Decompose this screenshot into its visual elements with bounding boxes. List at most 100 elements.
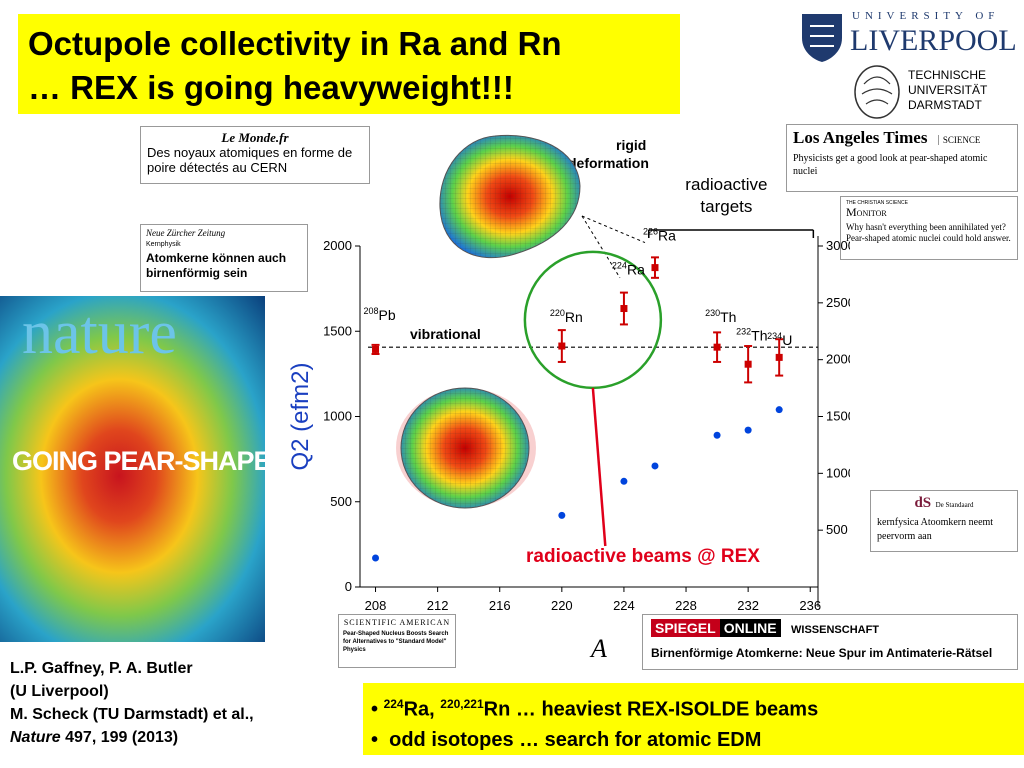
isotope-element: Th — [751, 327, 767, 343]
q3-data-point — [744, 360, 752, 368]
spiegel-clipping: SPIEGEL ONLINE WISSENSCHAFT Birnenförmige… — [642, 614, 1018, 670]
vibrational-shape-grid — [401, 388, 529, 508]
connector-226ra — [581, 215, 646, 244]
x-tick-label: 232 — [737, 598, 759, 613]
csmonitor-logo: Monitor — [846, 205, 887, 219]
x-tick-label: 220 — [551, 598, 573, 613]
isotope-mass: 230 — [705, 308, 720, 318]
reference-line-3: M. Scheck (TU Darmstadt) et al., — [10, 706, 254, 723]
standaard-logo-small: De Standaard — [935, 501, 974, 509]
bullet-1-text-2: Rn … heaviest REX-ISOLDE beams — [483, 698, 819, 721]
lemonde-logo: Le Monde.fr — [221, 130, 289, 145]
y-right-tick-label: 2000 — [826, 352, 850, 367]
x-tick-label: 224 — [613, 598, 635, 613]
isotope-label: 208Pb — [364, 306, 396, 323]
deformation-label: deformation — [568, 155, 649, 171]
standaard-headline: kernfysica Atoomkern neemt peervorm aan — [877, 517, 994, 542]
shield-icon — [802, 14, 842, 62]
athena-head-icon — [854, 65, 900, 119]
q3-data-point — [651, 264, 659, 272]
spiegel-header: SPIEGEL ONLINE WISSENSCHAFT — [651, 619, 1009, 638]
isotope-element: Th — [720, 309, 736, 325]
y-left-tick-label: 2000 — [323, 238, 352, 253]
csmonitor-logo-small: THE CHRISTIAN SCIENCE — [846, 200, 908, 206]
lemonde-clipping: Le Monde.fr Des noyaux atomiques en form… — [140, 126, 370, 184]
isotope-mass: 234 — [767, 331, 782, 341]
q2-data-point — [713, 431, 721, 439]
q2-data-point — [620, 477, 628, 485]
title-line-2: … REX is going heavyweight!!! — [28, 69, 514, 106]
standaard-clipping: dS De Standaard kernfysica Atoomkern nee… — [870, 490, 1018, 552]
x-axis-label: A — [589, 634, 607, 663]
isotope-label: 230Th — [705, 308, 736, 325]
liverpool-logo: UNIVERSITY OF LIVERPOOL — [800, 10, 1017, 66]
q3-data-point — [372, 345, 380, 353]
isotope-mass: 208 — [364, 306, 379, 316]
rex-beams-label: radioactive beams @ REX — [526, 546, 760, 567]
isotope-element: Ra — [658, 227, 676, 243]
x-tick-label: 236 — [799, 598, 821, 613]
bullet-2: • odd isotopes … search for atomic EDM — [371, 728, 762, 751]
nature-masthead: nature — [22, 299, 177, 367]
pear-shape-grid — [439, 135, 580, 258]
title-box: Octupole collectivity in Ra and Rn … REX… — [18, 14, 680, 114]
isotope-element: Ra — [627, 261, 645, 277]
nzz-clipping: Neue Zürcher Zeitung Kernphysik Atomkern… — [140, 224, 308, 292]
targets-label-2: targets — [700, 197, 752, 216]
standaard-header: dS De Standaard — [877, 494, 1011, 512]
darmstadt-line-1: TECHNISCHE — [908, 68, 987, 82]
liverpool-logo-bottom: LIVERPOOL — [850, 24, 1017, 57]
spiegel-headline: Birnenförmige Atomkerne: Neue Spur im An… — [651, 646, 993, 660]
x-tick-label: 208 — [365, 598, 387, 613]
isotope-mass: 220 — [550, 308, 565, 318]
y-left-tick-label: 0 — [345, 579, 352, 594]
nzz-headline: Atomkerne können auch birnenförmig sein — [146, 251, 287, 280]
q3-data-point — [775, 353, 783, 361]
isotope-mass: 232 — [736, 326, 751, 336]
x-tick-label: 228 — [675, 598, 697, 613]
vibrational-label: vibrational — [410, 326, 481, 342]
latimes-headline: Physicists get a good look at pear-shape… — [793, 153, 988, 177]
y-right-tick-label: 500 — [826, 522, 848, 537]
references: L.P. Gaffney, P. A. Butler (U Liverpool)… — [10, 657, 370, 749]
isotope-element: Pb — [379, 307, 396, 323]
y-right-tick-label: 1500 — [826, 409, 850, 424]
rigid-label: rigid — [616, 137, 646, 153]
q2-data-point — [372, 554, 380, 562]
nature-headline: GOING PEAR-SHAPED — [12, 446, 265, 476]
q2-data-point — [651, 462, 659, 470]
bullet-1-text-1: Ra, — [403, 698, 441, 721]
latimes-section: SCIENCE — [937, 135, 981, 145]
spiegel-logo-1: SPIEGEL — [651, 619, 720, 637]
reference-journal: Nature — [10, 729, 61, 746]
title-line-1: Octupole collectivity in Ra and Rn — [28, 25, 562, 62]
bullet-2-text: odd isotopes … search for atomic EDM — [389, 728, 762, 751]
standaard-logo: dS — [914, 495, 932, 511]
q3-data-point — [558, 342, 566, 350]
y-left-tick-label: 1000 — [323, 409, 352, 424]
isotope-mass: 226 — [643, 226, 658, 236]
octupole-chart: 208 212 216 220 224 228 232 236 0 500 1000 1500 2000… — [287, 134, 850, 663]
y-left-tick-label: 500 — [330, 494, 352, 509]
csmonitor-headline: Why hasn't everything been annihilated y… — [846, 222, 1011, 243]
latimes-header: Los Angeles Times SCIENCE — [793, 128, 1011, 148]
summary-box: • 224Ra, 220,221Rn … heaviest REX-ISOLDE… — [363, 683, 1024, 755]
connector-224ra — [581, 215, 621, 279]
darmstadt-line-2: UNIVERSITÄT — [908, 83, 988, 97]
targets-label-1: radioactive — [685, 175, 767, 194]
spiegel-section: WISSENSCHAFT — [791, 624, 880, 636]
csmonitor-clipping: THE CHRISTIAN SCIENCE Monitor Why hasn't… — [840, 196, 1018, 260]
q3-data-point — [620, 305, 628, 313]
beams-pointer-line — [591, 387, 607, 547]
q2-data-point — [744, 426, 752, 434]
bullet-1-sup-1: 224 — [383, 697, 404, 711]
y-right-tick-label: 1000 — [826, 465, 850, 480]
reference-volume: 497, 199 (2013) — [60, 729, 179, 746]
sciam-logo: SCIENTIFIC AMERICAN — [343, 618, 451, 627]
darmstadt-line-3: DARMSTADT — [908, 98, 982, 112]
latimes-clipping: Los Angeles Times SCIENCE Physicists get… — [786, 124, 1018, 192]
isotope-label: 220Rn — [550, 308, 583, 325]
x-tick-label: 216 — [489, 598, 511, 613]
q3-data-point — [713, 343, 721, 351]
y-right-tick-label: 3000 — [826, 238, 850, 253]
